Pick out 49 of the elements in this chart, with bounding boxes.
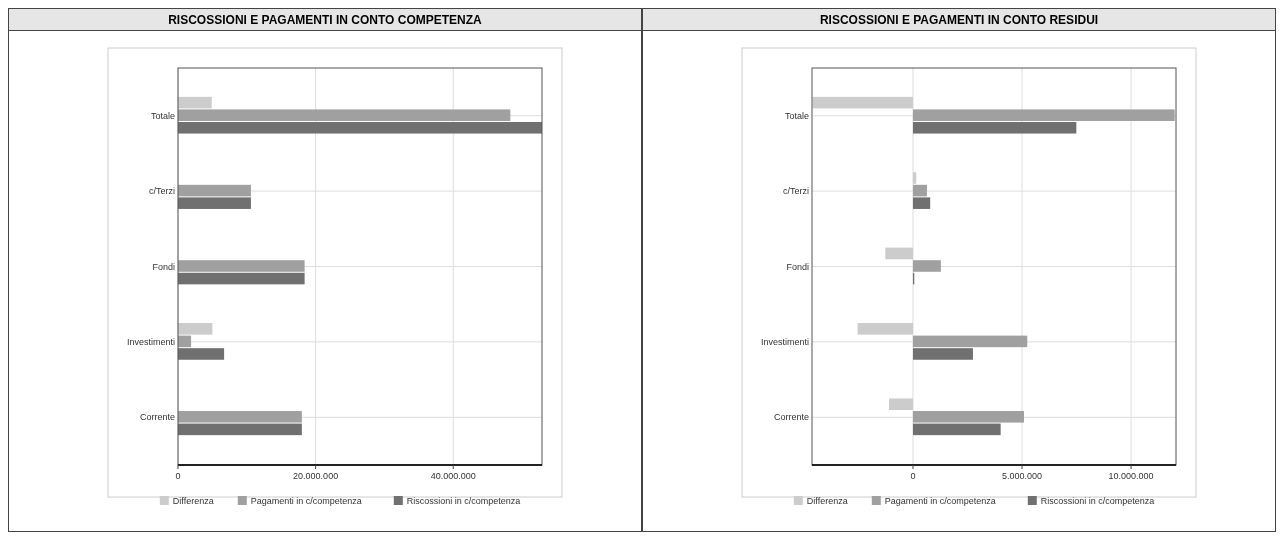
bar bbox=[178, 411, 302, 423]
bar bbox=[912, 411, 1024, 423]
y-tick-label: Fondi bbox=[786, 261, 809, 272]
y-tick-label: Investimenti bbox=[126, 336, 175, 347]
y-tick-label: Investimenti bbox=[760, 336, 809, 347]
bar bbox=[888, 398, 913, 411]
bar bbox=[885, 247, 913, 260]
x-tick-label: 0 bbox=[910, 471, 916, 481]
bar bbox=[178, 272, 305, 285]
x-tick-label: 20.000.000 bbox=[293, 471, 339, 481]
bar bbox=[912, 335, 1028, 348]
y-tick-label: c/Terzi bbox=[148, 186, 175, 197]
bar bbox=[857, 323, 913, 335]
bar bbox=[812, 96, 913, 109]
bar bbox=[912, 121, 1077, 134]
x-tick-label: 0 bbox=[175, 471, 181, 481]
bar bbox=[912, 197, 931, 209]
y-tick-label: Fondi bbox=[152, 261, 175, 272]
bar bbox=[912, 260, 941, 272]
bar bbox=[912, 423, 1001, 436]
legend-label: Differenza bbox=[172, 496, 214, 506]
legend-label: Pagamenti in c/competenza bbox=[250, 496, 362, 506]
y-tick-label: Totale bbox=[150, 110, 175, 121]
bar bbox=[178, 197, 251, 209]
legend-label: Riscossioni in c/competenza bbox=[406, 496, 521, 506]
y-tick-label: Corrente bbox=[139, 412, 175, 423]
x-tick-label: 10.000.000 bbox=[1108, 471, 1154, 481]
chart-title: RISCOSSIONI E PAGAMENTI IN CONTO RESIDUI bbox=[819, 13, 1099, 27]
bar bbox=[178, 121, 542, 134]
bar bbox=[178, 423, 302, 436]
bar bbox=[912, 172, 917, 184]
x-tick-label: 5.000.000 bbox=[1002, 471, 1043, 481]
bar bbox=[912, 348, 973, 360]
bar bbox=[178, 184, 251, 197]
x-tick-label: 40.000.000 bbox=[430, 471, 476, 481]
legend-label: Differenza bbox=[806, 496, 848, 506]
chart-title: RISCOSSIONI E PAGAMENTI IN CONTO COMPETENZA bbox=[168, 13, 483, 27]
bar bbox=[178, 348, 225, 360]
bar bbox=[178, 260, 305, 272]
y-tick-label: Totale bbox=[784, 110, 809, 121]
bar bbox=[178, 109, 511, 121]
y-tick-label: c/Terzi bbox=[782, 186, 809, 197]
bar bbox=[178, 323, 213, 335]
bar bbox=[912, 184, 927, 197]
legend-label: Pagamenti in c/competenza bbox=[884, 496, 996, 506]
legend-label: Riscossioni in c/competenza bbox=[1040, 496, 1155, 506]
bar bbox=[178, 96, 212, 109]
bar bbox=[912, 109, 1175, 121]
y-tick-label: Corrente bbox=[773, 412, 809, 423]
